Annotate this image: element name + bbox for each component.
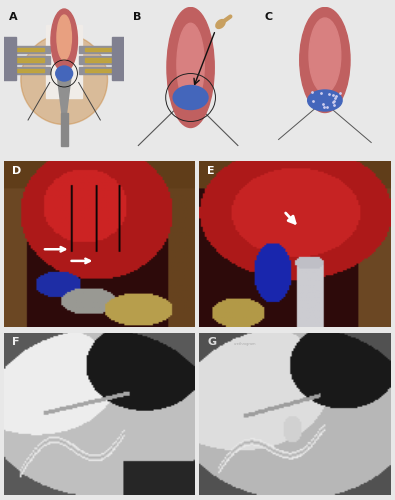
Ellipse shape xyxy=(173,86,208,110)
Bar xyxy=(4,66,50,74)
Ellipse shape xyxy=(216,20,225,28)
Text: urethrogram: urethrogram xyxy=(234,342,256,346)
Bar xyxy=(10,68,44,72)
Bar xyxy=(46,26,82,98)
Ellipse shape xyxy=(21,34,107,124)
Text: A: A xyxy=(9,12,17,22)
Bar xyxy=(79,46,124,53)
Bar xyxy=(85,58,118,62)
Text: E: E xyxy=(207,166,215,176)
Text: B: B xyxy=(134,12,142,22)
Text: C: C xyxy=(264,12,272,22)
Ellipse shape xyxy=(309,18,341,93)
Ellipse shape xyxy=(57,15,71,60)
Ellipse shape xyxy=(308,90,342,111)
Bar xyxy=(4,46,50,53)
Polygon shape xyxy=(57,74,71,112)
Bar xyxy=(60,112,68,146)
Ellipse shape xyxy=(167,8,214,128)
Ellipse shape xyxy=(300,8,350,113)
Bar xyxy=(4,56,50,64)
Bar xyxy=(2,38,16,80)
Bar xyxy=(10,58,44,62)
Ellipse shape xyxy=(177,23,204,106)
Bar xyxy=(112,38,127,80)
Text: F: F xyxy=(11,338,19,347)
Bar xyxy=(10,48,44,52)
Bar xyxy=(79,56,124,64)
Bar xyxy=(85,48,118,52)
Bar xyxy=(79,66,124,74)
Text: G: G xyxy=(207,338,216,347)
Ellipse shape xyxy=(56,66,73,81)
Ellipse shape xyxy=(51,9,77,72)
Bar xyxy=(85,68,118,72)
Text: D: D xyxy=(11,166,21,176)
